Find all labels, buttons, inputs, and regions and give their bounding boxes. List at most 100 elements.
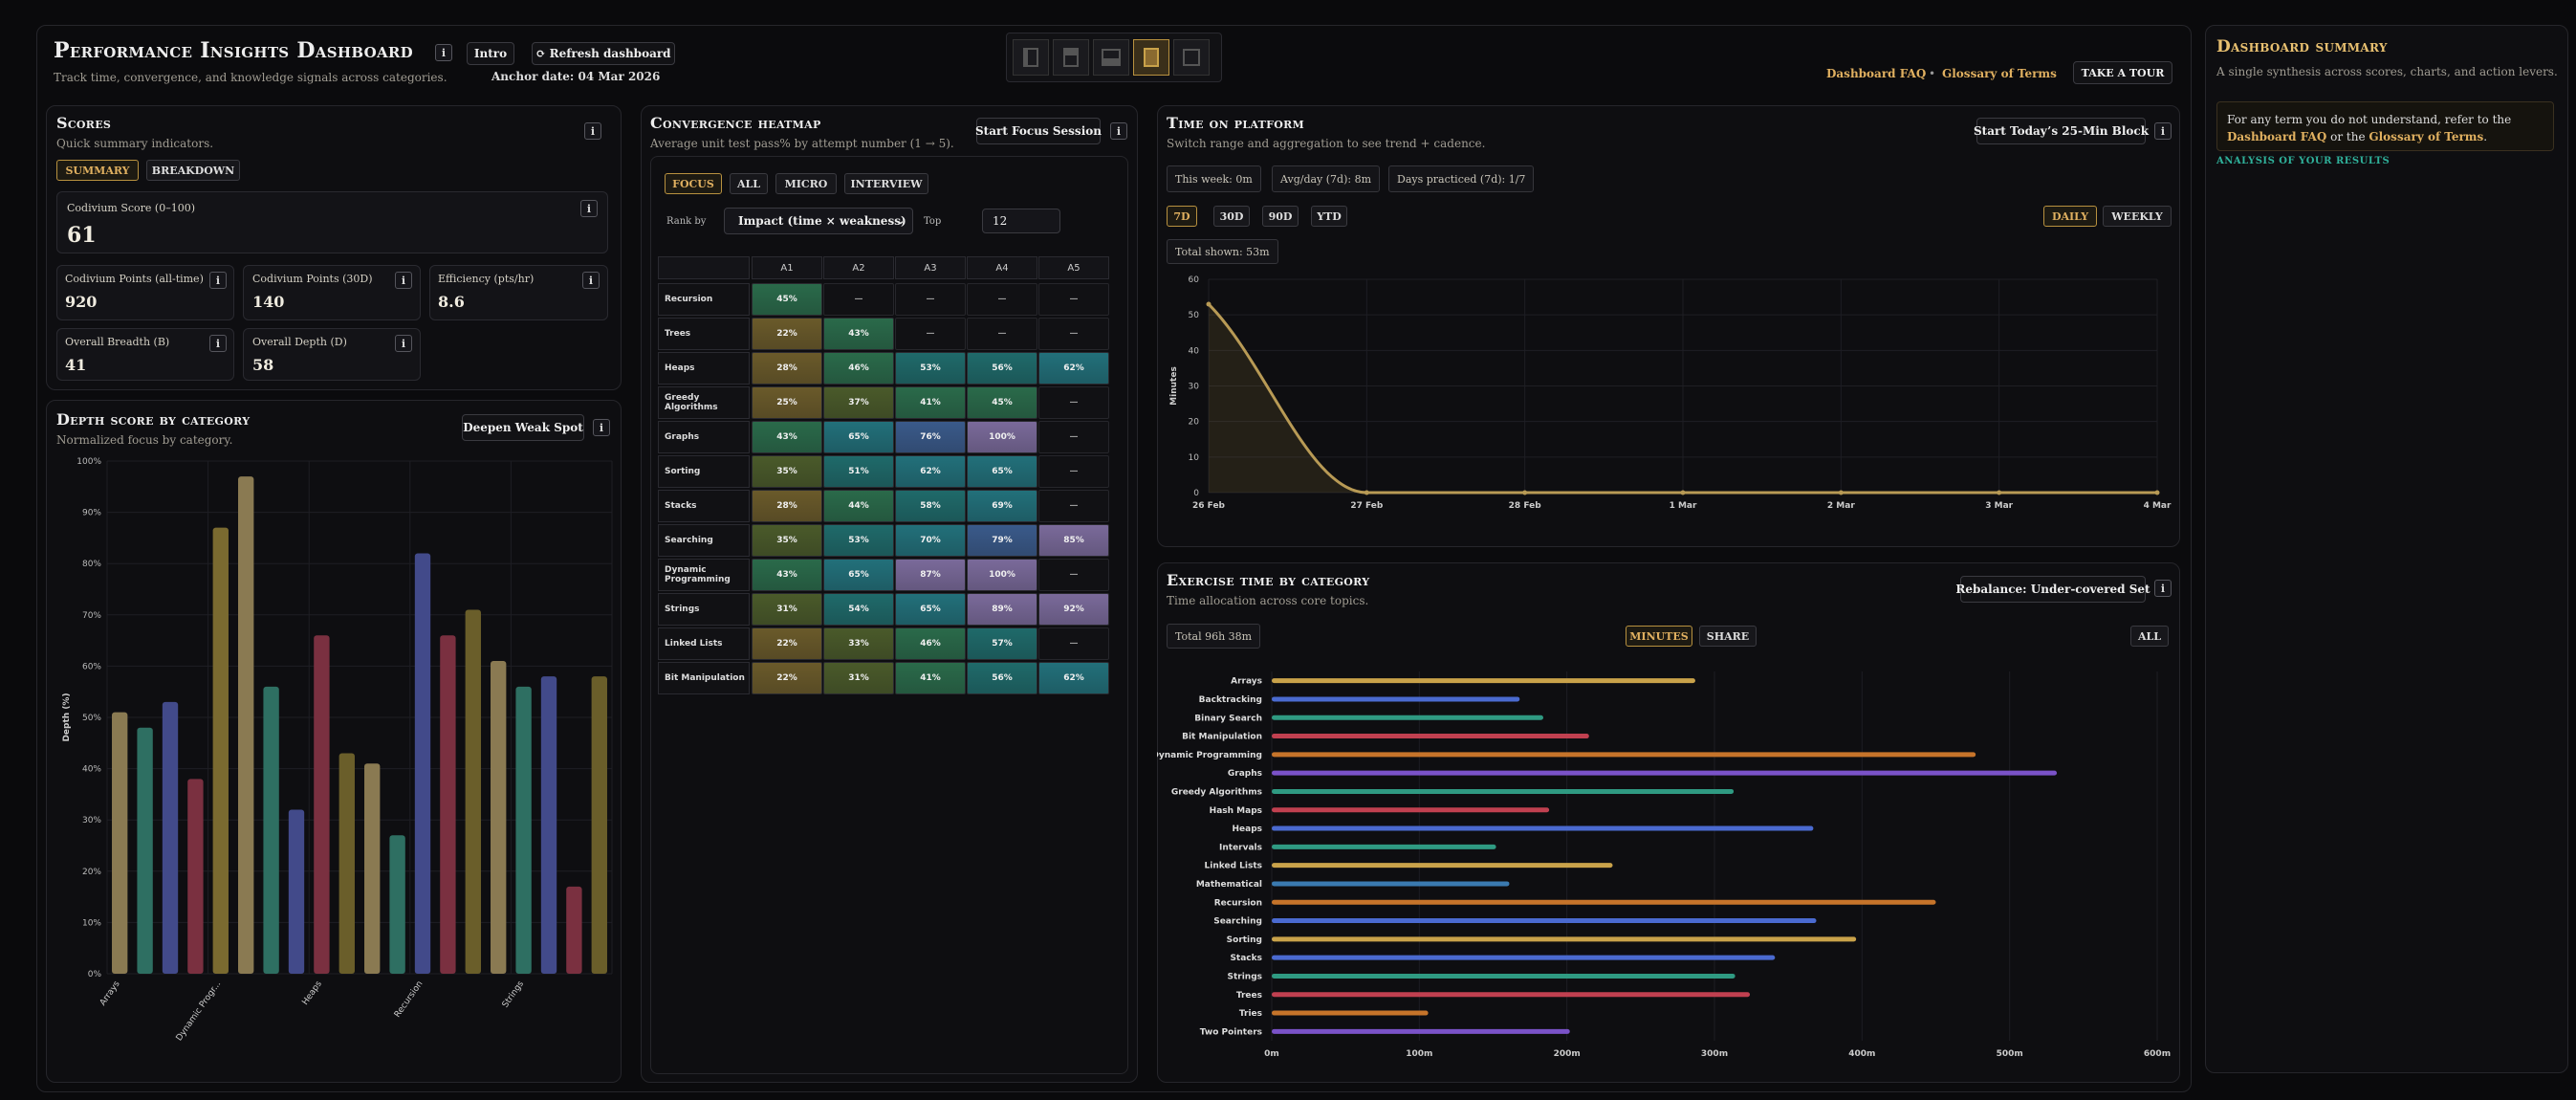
depth-chart-info[interactable]: i	[593, 419, 610, 436]
agg-daily[interactable]: DAILY	[2043, 206, 2097, 227]
heatmap-cell: 45%	[967, 386, 1037, 419]
exercise-category-label: Graphs	[1228, 769, 1262, 779]
exercise-bar	[1272, 1010, 1429, 1016]
exercise-bar	[1272, 825, 1814, 831]
heatmap-tab-all[interactable]: ALL	[730, 173, 768, 194]
glossary-link[interactable]: Glossary of Terms	[1942, 67, 2057, 80]
time-xtick-label: 27 Feb	[1350, 501, 1384, 511]
breadth-card	[56, 328, 234, 381]
top-input[interactable]: 12	[982, 209, 1060, 233]
rank-by-select[interactable]: Impact (time × weakness) ⌄	[724, 208, 913, 234]
take-tour-button[interactable]: TAKE A TOUR	[2073, 61, 2172, 84]
heatmap-tab-interview[interactable]: INTERVIEW	[844, 173, 928, 194]
summary-glossary-link[interactable]: Glossary of Terms	[2369, 130, 2484, 143]
tab-breakdown[interactable]: BREAKDOWN	[146, 160, 240, 181]
layout-option-2[interactable]	[1053, 39, 1089, 76]
heatmap-cell: 22%	[752, 627, 822, 660]
mode-share[interactable]: SHARE	[1699, 626, 1757, 647]
intro-button[interactable]: Intro	[467, 42, 514, 65]
range-30d[interactable]: 30D	[1213, 206, 1250, 227]
heatmap-row-label: Sorting	[658, 455, 750, 488]
time-series-line	[1207, 302, 2157, 495]
time-point	[1364, 490, 1369, 495]
exercise-xtick-label: 200m	[1554, 1049, 1581, 1059]
heatmap-cell: 54%	[823, 593, 894, 626]
time-ylabel: Minutes	[1169, 366, 1179, 406]
heatmap-cell: 56%	[967, 352, 1037, 385]
heatmap-cell: 45%	[752, 283, 822, 316]
depth-xtick-label: Strings	[501, 979, 526, 1010]
codivium-score-label: Codivium Score (0–100)	[67, 202, 196, 214]
layout-option-3[interactable]	[1093, 39, 1129, 76]
time-point	[1522, 490, 1528, 495]
time-platform-title: Time on platform	[1167, 114, 1305, 132]
heatmap-tab-micro[interactable]: MICRO	[775, 173, 837, 194]
time-xtick-label: 28 Feb	[1509, 501, 1542, 511]
heatmap-cell: 43%	[752, 421, 822, 453]
filter-all[interactable]: ALL	[2130, 626, 2169, 647]
scores-info-button[interactable]: i	[584, 122, 601, 140]
depth-ytick-label: 100%	[76, 457, 101, 467]
exercise-category-label: Intervals	[1219, 843, 1262, 852]
refresh-dashboard-button[interactable]: ⟳ Refresh dashboard	[532, 42, 675, 65]
depth-xtick-label: Dynamic Progr...	[175, 979, 224, 1043]
heatmap-row-label: Searching	[658, 524, 750, 557]
range-ytd[interactable]: YTD	[1311, 206, 1347, 227]
faq-link[interactable]: Dashboard FAQ	[1826, 67, 1927, 80]
layout-option-5[interactable]	[1173, 39, 1210, 76]
exercise-category-label: Stacks	[1230, 954, 1262, 963]
heatmap-col-header: A2	[823, 256, 894, 279]
exercise-xtick-label: 100m	[1406, 1049, 1432, 1059]
heatmap-info[interactable]: i	[1110, 122, 1127, 140]
heatmap-row-label: Linked Lists	[658, 627, 750, 660]
time-area-chart: 0 10 20 30 40 50 60 26 Feb 27 Feb 28 Feb 1 Mar 2 Ma…	[1169, 275, 2172, 511]
exercise-category-label: Searching	[1213, 917, 1262, 927]
heatmap-cell: 53%	[823, 524, 894, 557]
range-90d[interactable]: 90D	[1262, 206, 1299, 227]
points-all-value: 920	[65, 293, 98, 311]
heatmap-row-label: Recursion	[658, 283, 750, 316]
time-platform-info[interactable]: i	[2154, 122, 2172, 140]
points-30d-info[interactable]: i	[395, 272, 412, 289]
codivium-score-info[interactable]: i	[580, 200, 598, 217]
summary-faq-link[interactable]: Dashboard FAQ	[2227, 130, 2327, 143]
breadth-info[interactable]: i	[209, 335, 227, 352]
heatmap-cell: —	[1038, 627, 1109, 660]
exercise-category-label: Strings	[1227, 972, 1262, 981]
depth-bar	[338, 753, 355, 974]
efficiency-label: Efficiency (pts/hr)	[438, 273, 535, 285]
start-focus-session-button[interactable]: Start Focus Session	[975, 118, 1102, 144]
exercise-category-label: Hash Maps	[1210, 806, 1262, 816]
layout-option-4[interactable]	[1133, 39, 1169, 76]
heatmap-cell: 43%	[823, 318, 894, 350]
heatmap-cell: —	[1038, 283, 1109, 316]
heatmap-cell: 46%	[823, 352, 894, 385]
analysis-link[interactable]: ANALYSIS OF YOUR RESULTS	[2216, 156, 2390, 166]
page-title: Performance Insights Dashboard	[54, 38, 413, 63]
title-info-button[interactable]: i	[435, 44, 452, 61]
exercise-bar	[1272, 936, 1857, 942]
depth-bar	[212, 527, 229, 974]
heatmap-cell: 33%	[823, 627, 894, 660]
exercise-bar	[1272, 844, 1496, 849]
rebalance-button[interactable]: Rebalance: Under-covered Set	[1955, 576, 2150, 603]
codivium-score-card	[56, 191, 608, 253]
deepen-weak-spot-button[interactable]: Deepen Weak Spot	[462, 414, 584, 441]
points-all-info[interactable]: i	[209, 272, 227, 289]
start-25min-block-button[interactable]: Start Today’s 25-Min Block	[1974, 118, 2149, 144]
depth-info[interactable]: i	[395, 335, 412, 352]
efficiency-info[interactable]: i	[582, 272, 600, 289]
mode-minutes[interactable]: MINUTES	[1626, 626, 1692, 647]
points-30d-card	[243, 265, 421, 320]
exercise-bar	[1272, 807, 1550, 813]
agg-weekly[interactable]: WEEKLY	[2103, 206, 2172, 227]
range-7d[interactable]: 7D	[1167, 206, 1197, 227]
tab-summary[interactable]: SUMMARY	[56, 160, 139, 181]
layout-option-1[interactable]	[1013, 39, 1049, 76]
depth-bar	[288, 809, 305, 974]
exercise-category-label: Recursion	[1214, 898, 1262, 908]
heatmap-tab-focus[interactable]: FOCUS	[665, 173, 722, 194]
breadth-value: 41	[65, 356, 87, 374]
heatmap-cell: 35%	[752, 524, 822, 557]
exercise-time-info[interactable]: i	[2154, 580, 2172, 597]
